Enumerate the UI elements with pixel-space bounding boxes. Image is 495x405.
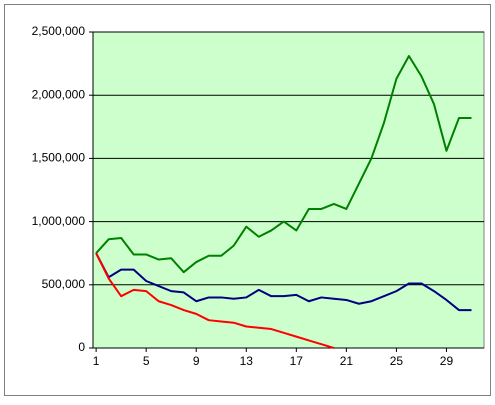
series-line	[95, 252, 335, 349]
y-tick-label: 1,500,000	[32, 151, 86, 165]
x-tick-label: 13	[240, 354, 254, 368]
y-tick-label: 2,000,000	[32, 87, 86, 101]
x-tick-label: 5	[143, 354, 150, 368]
series-line	[95, 55, 472, 274]
y-tick-label: 1,000,000	[32, 214, 86, 228]
x-tick-label: 9	[193, 354, 200, 368]
series-line	[95, 252, 472, 312]
y-tick-label: 2,500,000	[32, 24, 86, 38]
y-tick-label: 0	[78, 340, 85, 354]
x-tick-label: 29	[440, 354, 454, 368]
plot-area	[92, 31, 485, 349]
x-tick-label: 25	[390, 354, 404, 368]
x-tick-label: 17	[290, 354, 304, 368]
y-tick-label: 500,000	[42, 277, 86, 291]
x-tick-label: 21	[340, 354, 354, 368]
x-tick-label: 1	[93, 354, 100, 368]
